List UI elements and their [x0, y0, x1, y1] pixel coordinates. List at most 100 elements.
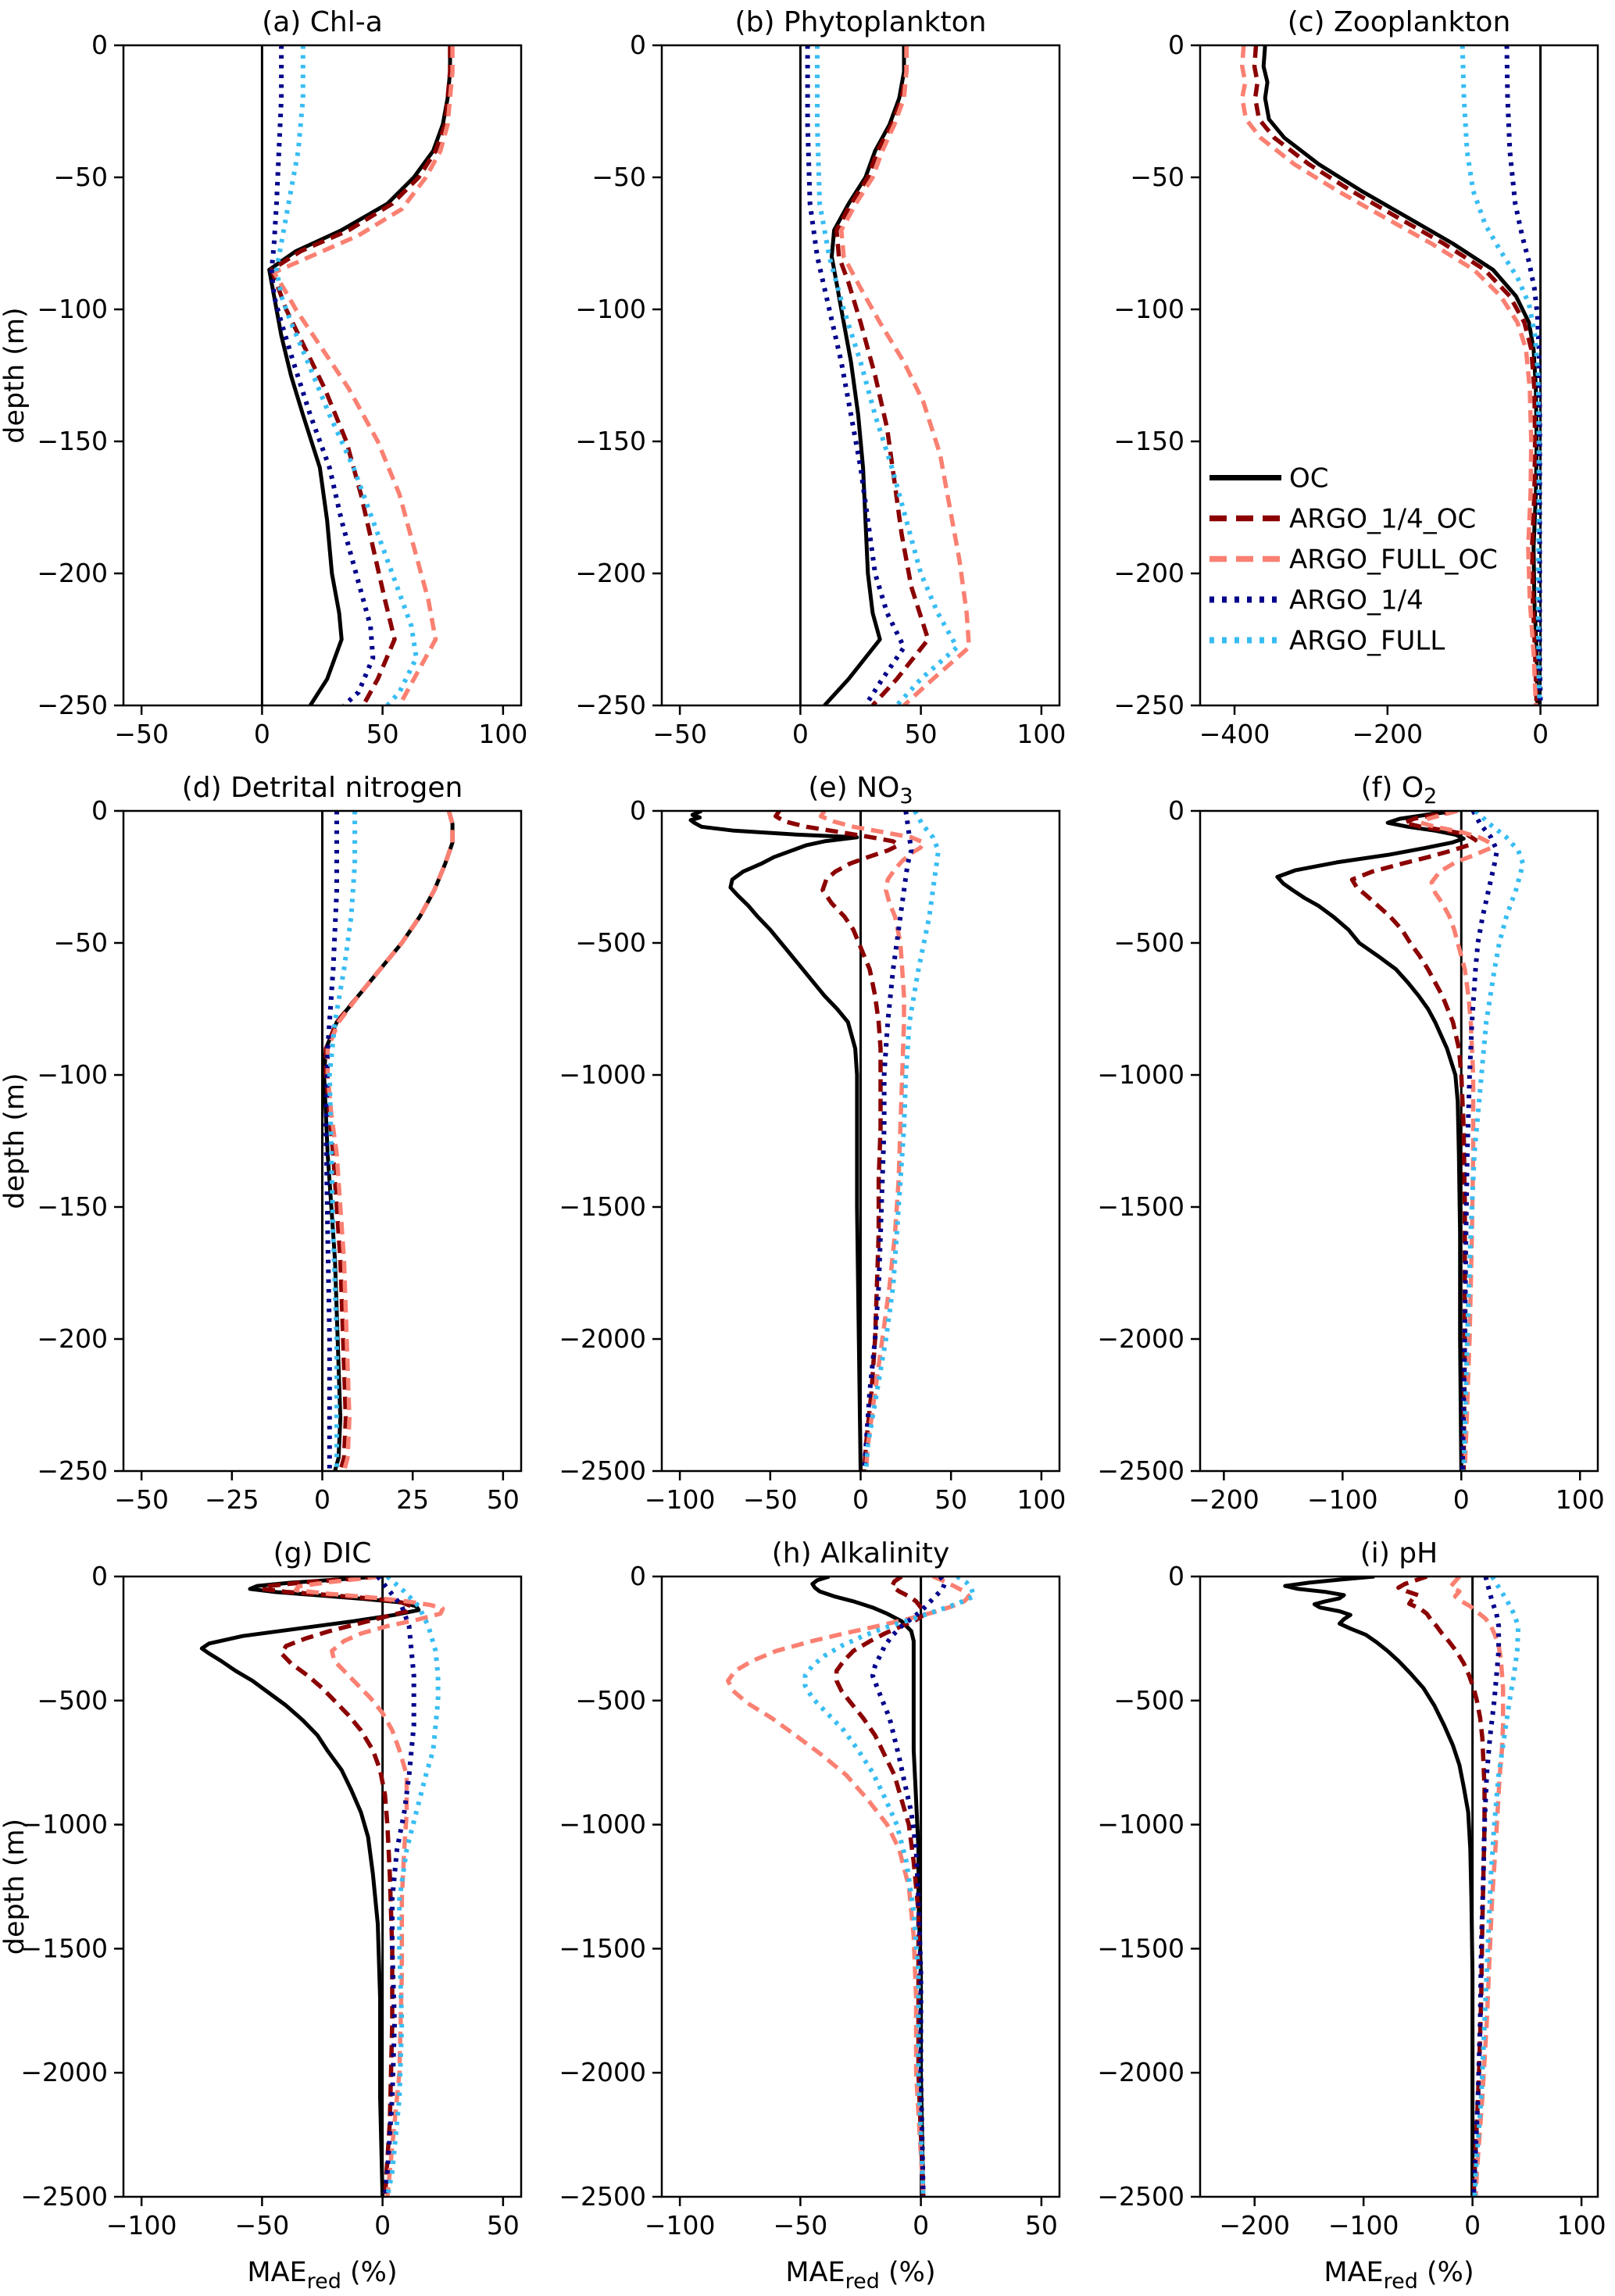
series-argo-full-a [273, 45, 419, 705]
x-tick-label: 0 [314, 1484, 331, 1515]
y-tick-label: −150 [575, 426, 646, 456]
subplot-title-c: (c) Zooplankton [1288, 6, 1511, 38]
x-axis-label: MAEred (%) [785, 2257, 935, 2294]
subplot-title-f: (f) O2 [1361, 772, 1438, 809]
x-tick-label: −200 [1219, 2210, 1290, 2241]
x-tick-label: 0 [374, 2210, 391, 2241]
subplot-title-h: (h) Alkalinity [772, 1537, 950, 1569]
x-tick-label: 100 [478, 719, 527, 749]
series-argo-full-oc-d [325, 811, 455, 1471]
series-argo-1-4-oc-g [259, 1576, 414, 2197]
series-argo-full-oc-a [272, 45, 455, 705]
y-tick-label: −500 [37, 1685, 108, 1716]
x-axis-label: MAEred (%) [1324, 2257, 1474, 2294]
x-tick-label: −200 [1352, 719, 1423, 749]
series-argo-full-c [1460, 45, 1542, 705]
y-tick-label: −500 [575, 1685, 646, 1716]
y-tick-label: 0 [91, 795, 108, 826]
y-tick-label: −150 [37, 1191, 108, 1222]
y-tick-label: 0 [91, 1561, 108, 1591]
x-tick-label: 0 [1532, 719, 1549, 749]
x-tick-label: −200 [1188, 1484, 1259, 1515]
x-tick-label: 50 [934, 1484, 967, 1515]
subplot-title-i: (i) pH [1360, 1537, 1438, 1569]
x-tick-label: −50 [774, 2210, 828, 2241]
x-tick-label: 100 [1556, 1484, 1605, 1515]
series-argo-1-4-e [862, 811, 914, 1471]
y-tick-label: −500 [1113, 1685, 1184, 1716]
y-axis-label: depth (m) [0, 1819, 30, 1955]
y-tick-label: −200 [37, 558, 108, 588]
y-tick-label: −1000 [1097, 1809, 1184, 1840]
y-tick-label: −150 [37, 426, 108, 456]
x-axis-label: MAEred (%) [247, 2257, 397, 2294]
legend-label-oc: OC [1289, 462, 1329, 494]
y-tick-label: −2500 [1097, 2181, 1184, 2212]
chart-a: −50 0 50 100 0 −50 −100 −150 −200 −250 (a) Chl-a de… [0, 0, 538, 766]
y-tick-label: −1500 [20, 1933, 108, 1963]
y-tick-label: −1000 [559, 1059, 646, 1090]
y-axis-label: depth (m) [0, 307, 30, 443]
subplot-a: −50 0 50 100 0 −50 −100 −150 −200 −250 (a) Chl-a de… [0, 0, 538, 766]
y-tick-label: −1000 [20, 1809, 108, 1840]
series-argo-full-g [384, 1576, 441, 2197]
series-argo-full-b [815, 45, 959, 705]
x-tick-label: −400 [1199, 719, 1270, 749]
series-oc-a [267, 45, 452, 705]
series-argo-1-4-a [269, 45, 376, 705]
y-tick-label: −2000 [559, 1323, 646, 1354]
series-argo-full-h [802, 1576, 977, 2197]
y-tick-label: −2500 [20, 2181, 108, 2212]
x-tick-label: −50 [114, 1484, 169, 1515]
y-tick-label: −1000 [1097, 1059, 1184, 1090]
y-tick-label: −100 [575, 294, 646, 324]
y-tick-label: −250 [37, 1455, 108, 1486]
y-tick-label: −2500 [1097, 1455, 1184, 1486]
y-tick-label: 0 [1168, 30, 1184, 60]
series-argo-full-d [327, 811, 358, 1471]
x-tick-label: 50 [905, 719, 938, 749]
series-oc-i [1283, 1576, 1475, 2197]
subplot-title-e: (e) NO3 [808, 772, 913, 809]
series-argo-1-4-b [805, 45, 906, 705]
y-tick-label: 0 [1168, 795, 1184, 826]
legend-label-argo-full-oc: ARGO_FULL_OC [1289, 544, 1498, 575]
y-tick-label: −200 [1113, 558, 1184, 588]
y-tick-label: 0 [1168, 1561, 1184, 1591]
y-tick-label: −500 [1113, 927, 1184, 958]
x-tick-label: −100 [645, 1484, 716, 1515]
series-argo-full-e [863, 811, 941, 1471]
legend: OC ARGO_1/4_OC ARGO_FULL_OC ARGO_1/4 ARGO_FU… [1209, 462, 1498, 656]
x-tick-label: 50 [1025, 2210, 1058, 2241]
series-argo-full-f [1461, 811, 1526, 1471]
y-tick-label: 0 [630, 30, 646, 60]
x-tick-label: 100 [1557, 2210, 1606, 2241]
series-argo-1-4-oc-i [1396, 1576, 1487, 2197]
subplot-i: −200 −100 0 100 0 −500 −1000 −1500 −2000 −2500 (i)… [1077, 1531, 1615, 2296]
y-tick-label: −50 [53, 162, 108, 192]
y-tick-label: −1500 [1097, 1191, 1184, 1222]
x-tick-label: 0 [1453, 1484, 1470, 1515]
x-tick-label: 0 [852, 1484, 869, 1515]
series-argo-1-4-oc-c [1252, 45, 1539, 705]
subplot-g: −100 −50 0 50 0 −500 −1000 −1500 −2000 −2500 (g) D… [0, 1531, 538, 2296]
y-tick-label: −200 [575, 558, 646, 588]
x-tick-label: 50 [487, 2210, 520, 2241]
y-tick-label: −2000 [559, 2057, 646, 2087]
legend-label-argo-full: ARGO_FULL [1289, 625, 1445, 656]
chart-d: −50 −25 0 25 500−50−100−150−200−250(d) Detri… [0, 766, 538, 1531]
chart-i: −200 −100 0 1000−500−1000−1500−2000−2500(i)… [1077, 1531, 1615, 2296]
y-tick-label: −2000 [20, 2057, 108, 2087]
series-argo-full-oc-f [1418, 811, 1494, 1471]
series-argo-full-oc-i [1448, 1576, 1506, 2197]
y-tick-label: −100 [37, 1059, 108, 1090]
y-tick-label: −2000 [1097, 1323, 1184, 1354]
x-tick-label: −50 [652, 719, 707, 749]
y-tick-label: −2000 [1097, 2057, 1184, 2087]
y-tick-label: −150 [1113, 426, 1184, 456]
series-oc-f [1275, 811, 1466, 1471]
y-tick-label: −1500 [559, 1191, 646, 1222]
y-tick-label: 0 [630, 1561, 646, 1591]
x-tick-label: −25 [205, 1484, 259, 1515]
